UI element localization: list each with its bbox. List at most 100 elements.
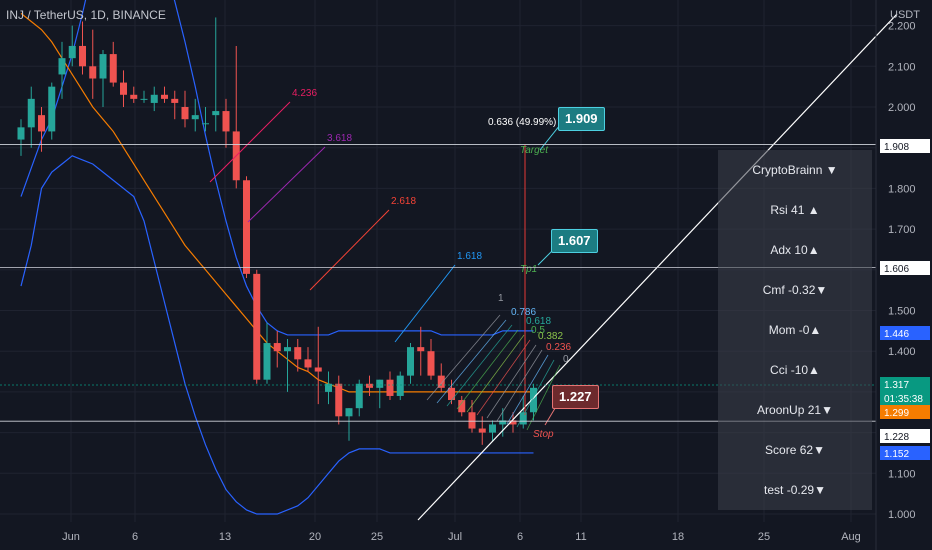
candle-body [109, 54, 117, 83]
candle-body [150, 94, 158, 103]
candle-body [407, 347, 414, 376]
fib-fan-line [446, 324, 513, 407]
price-tick-label: 1.800 [888, 183, 916, 195]
candle-body [448, 387, 455, 401]
candle-body [273, 343, 281, 352]
price-tag-label: 1.299 [884, 408, 909, 419]
candle-body [345, 408, 353, 417]
price-tag-box [880, 261, 930, 275]
bollinger-lower-line [20, 155, 534, 515]
fib-fan-label: 0.618 [526, 316, 551, 327]
fib-fan-label: 0.5 [531, 325, 545, 336]
candle-body [417, 347, 425, 352]
candle-body [458, 400, 466, 413]
candle-body [386, 379, 394, 396]
price-tag-box [880, 446, 930, 460]
fib-fan-label: 0.786 [511, 307, 536, 318]
time-axis[interactable]: Jun 6 13 20 25 Jul 6 11 18 25 Aug [62, 531, 861, 543]
candle-body [530, 387, 537, 413]
price-tick-label: 1.700 [888, 224, 916, 236]
time-tick-label: 25 [371, 531, 383, 543]
fib-extension-label: 2.618 [391, 196, 416, 207]
fib-fan-line [506, 354, 549, 425]
measure-label: 0.636 (49.99%) 636 [488, 117, 576, 128]
price-tick-label: 2.200 [888, 21, 916, 33]
tp1-callout[interactable]: 1.607 [551, 229, 598, 253]
fib-fan-line [526, 364, 561, 431]
time-tick-label: Jun [62, 531, 80, 543]
price-tick-label: 2.000 [888, 102, 916, 114]
fib-fan-line [456, 329, 519, 410]
fib-extension-line [309, 209, 390, 291]
price-tag-box [880, 326, 930, 340]
price-tag-label: 1.908 [884, 142, 909, 153]
candle-body [376, 379, 384, 388]
fib-fan-line [486, 344, 537, 419]
stop-callout[interactable]: 1.227 [552, 385, 599, 409]
price-tag-box [880, 139, 930, 153]
candle-body [17, 127, 25, 140]
candle-body [468, 412, 476, 429]
candle-body [58, 58, 66, 75]
candlesticks [17, 17, 537, 445]
indicator-panel: CryptoBrainn ▼ Rsi 41 ▲ Adx 10▲ Cmf -0.3… [718, 150, 872, 510]
fib-extension-label: 1.618 [457, 251, 482, 262]
fib-fan-label: 0.382 [538, 331, 563, 342]
panel-row-test: test -0.29▼ [764, 483, 826, 497]
target-label: Target [520, 145, 549, 156]
fib-fan-line [426, 314, 501, 401]
candle-body [99, 54, 107, 79]
candle-body [243, 180, 250, 274]
time-tick-label: 6 [132, 531, 138, 543]
panel-row-rsi: Rsi 41 ▲ [770, 203, 820, 217]
candle-body [263, 343, 271, 380]
candle-body [222, 111, 230, 132]
candle-body [366, 383, 373, 388]
candle-body [437, 375, 445, 388]
candle-body [171, 98, 179, 103]
fib-extension-line [247, 146, 326, 223]
price-tick-label: 1.400 [888, 346, 916, 358]
price-axis[interactable]: 2.2002.1002.0001.9001.8001.7001.6001.500… [875, 0, 930, 550]
fib-fan-line [466, 334, 525, 413]
time-tick-label: 25 [758, 531, 770, 543]
time-tick-label: Aug [841, 531, 861, 543]
candle-body [427, 351, 435, 376]
panel-row-cmf: Cmf -0.32▼ [762, 283, 828, 297]
candle-body [314, 367, 322, 372]
fib-fan-line [496, 349, 543, 422]
candle-body [202, 123, 209, 125]
price-tick-label: 2.100 [888, 61, 916, 73]
price-tag-box [880, 405, 930, 419]
time-tick-label: 13 [219, 531, 231, 543]
stop-label: Stop [533, 429, 554, 440]
candle-body [38, 115, 45, 132]
candle-body [335, 383, 343, 417]
time-tick-label: 11 [575, 531, 586, 543]
fib-fan-label: 0 [563, 354, 569, 365]
candle-body [478, 428, 486, 433]
candle-body [120, 82, 127, 95]
fib-fan-line [516, 359, 555, 428]
panel-row-adx: Adx 10▲ [770, 243, 820, 257]
panel-row-cci: Cci -10▲ [770, 363, 820, 377]
candle-body [68, 45, 76, 59]
fib-extension-line [209, 101, 291, 183]
candle-body [355, 383, 363, 409]
target-callout[interactable]: 1.909 [558, 107, 605, 131]
panel-row-mom: Mom -0▲ [768, 323, 822, 337]
fib-fan-label: 1 [498, 293, 504, 304]
candle-body [509, 420, 517, 425]
target-pointer [539, 124, 561, 151]
price-tag-box [880, 429, 930, 443]
symbol-title[interactable]: INJ / TetherUS, 1D, BINANCE [6, 8, 166, 22]
candle-body [89, 66, 97, 79]
panel-row-title[interactable]: CryptoBrainn ▼ [752, 163, 838, 177]
price-tag-label: 1.606 [884, 264, 909, 275]
panel-row-score: Score 62▼ [765, 443, 825, 457]
candle-body [181, 107, 189, 120]
candle-body [489, 424, 496, 433]
candle-body [161, 94, 168, 99]
candle-body [191, 115, 199, 120]
candle-body [48, 86, 56, 132]
